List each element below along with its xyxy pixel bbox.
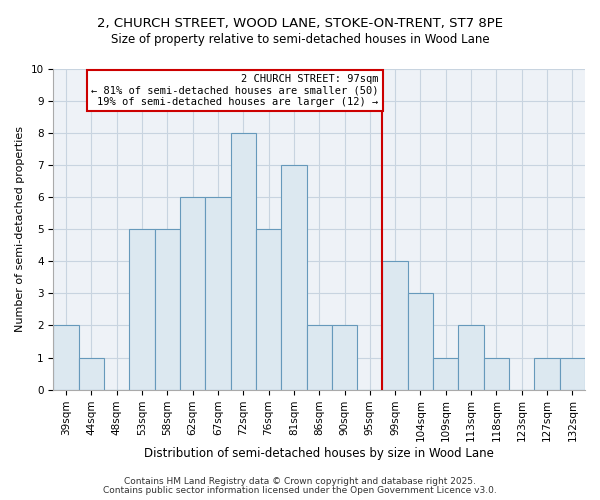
Bar xyxy=(484,358,509,390)
Bar xyxy=(180,197,205,390)
Bar xyxy=(53,326,79,390)
X-axis label: Distribution of semi-detached houses by size in Wood Lane: Distribution of semi-detached houses by … xyxy=(144,447,494,460)
Text: Contains HM Land Registry data © Crown copyright and database right 2025.: Contains HM Land Registry data © Crown c… xyxy=(124,477,476,486)
Bar xyxy=(382,262,408,390)
Bar xyxy=(535,358,560,390)
Text: 2, CHURCH STREET, WOOD LANE, STOKE-ON-TRENT, ST7 8PE: 2, CHURCH STREET, WOOD LANE, STOKE-ON-TR… xyxy=(97,18,503,30)
Text: 2 CHURCH STREET: 97sqm
← 81% of semi-detached houses are smaller (50)
19% of sem: 2 CHURCH STREET: 97sqm ← 81% of semi-det… xyxy=(91,74,379,107)
Bar xyxy=(130,230,155,390)
Text: Contains public sector information licensed under the Open Government Licence v3: Contains public sector information licen… xyxy=(103,486,497,495)
Bar xyxy=(332,326,357,390)
Bar xyxy=(433,358,458,390)
Bar xyxy=(155,230,180,390)
Bar xyxy=(205,197,230,390)
Bar xyxy=(256,230,281,390)
Bar xyxy=(230,133,256,390)
Bar xyxy=(79,358,104,390)
Bar xyxy=(408,294,433,390)
Y-axis label: Number of semi-detached properties: Number of semi-detached properties xyxy=(15,126,25,332)
Bar xyxy=(307,326,332,390)
Bar xyxy=(458,326,484,390)
Bar xyxy=(281,165,307,390)
Bar xyxy=(560,358,585,390)
Text: Size of property relative to semi-detached houses in Wood Lane: Size of property relative to semi-detach… xyxy=(110,32,490,46)
